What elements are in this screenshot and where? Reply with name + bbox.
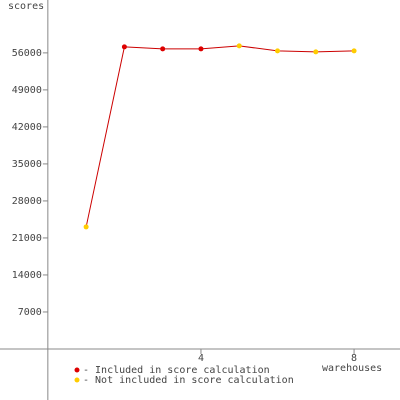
y-tick-label: 14000 — [12, 270, 42, 281]
legend-label: - Included in score calculation — [83, 365, 270, 376]
y-tick-label: 7000 — [18, 307, 42, 318]
x-axis-label: warehouses — [322, 363, 382, 374]
legend-marker — [74, 367, 80, 373]
data-point — [351, 48, 357, 54]
data-point — [313, 49, 319, 55]
y-tick-label: 21000 — [12, 233, 42, 244]
y-tick-label: 28000 — [12, 196, 42, 207]
x-tick-label: 8 — [351, 353, 357, 364]
data-point — [160, 46, 166, 52]
y-tick-label: 42000 — [12, 122, 42, 133]
line — [85, 45, 355, 228]
y-tick-label: 35000 — [12, 159, 42, 170]
data-point — [236, 43, 242, 49]
data-point — [83, 224, 89, 230]
y-tick-label: 56000 — [12, 48, 42, 59]
legend-marker — [74, 377, 80, 383]
data-point — [121, 44, 127, 50]
data-point — [198, 46, 204, 52]
data-point — [275, 48, 281, 54]
y-tick-label: 49000 — [12, 85, 42, 96]
legend-label: - Not included in score calculation — [83, 375, 294, 386]
x-tick-label: 4 — [198, 353, 204, 364]
y-axis-label: scores — [8, 1, 44, 12]
